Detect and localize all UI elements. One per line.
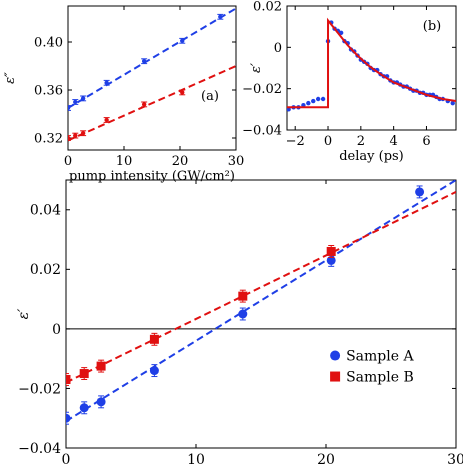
x-tick-label: 6 <box>422 134 430 149</box>
data-point <box>218 14 223 19</box>
data-point <box>73 133 78 138</box>
y-tick-label: 0.36 <box>34 84 63 99</box>
x-tick-label: −2 <box>286 134 305 149</box>
data-point <box>149 366 159 376</box>
data-point <box>338 30 344 36</box>
x-tick-label: 0 <box>324 134 332 149</box>
data-point <box>96 397 106 407</box>
y-tick-label: 0.40 <box>34 36 63 51</box>
data-point <box>68 135 71 141</box>
panel-label: (b) <box>423 19 441 34</box>
x-tick-label: 10 <box>116 154 133 169</box>
fit-line <box>66 191 456 384</box>
data-point <box>315 96 321 102</box>
y-tick-label: −0.04 <box>242 124 282 139</box>
y-tick-label: −0.02 <box>18 381 61 397</box>
data-point <box>80 96 86 101</box>
data-point <box>238 291 248 301</box>
legend-marker <box>330 371 341 382</box>
data-point <box>180 38 185 43</box>
x-tick-label: 30 <box>228 154 245 169</box>
data-point <box>68 105 71 111</box>
data-point <box>80 131 86 136</box>
x-axis-label: delay (ps) <box>339 149 404 164</box>
y-axis-label: ε′ <box>16 308 32 320</box>
data-point <box>66 413 71 423</box>
data-point <box>306 100 311 106</box>
legend-marker <box>330 350 341 361</box>
data-point <box>104 80 109 86</box>
data-point <box>326 246 336 256</box>
x-axis-label: pump intensity (GW/cm²) <box>69 169 235 184</box>
legend-label: Sample A <box>346 349 414 365</box>
x-tick-label: 0 <box>64 154 72 169</box>
data-point <box>311 98 316 104</box>
panel-label: (a) <box>201 89 219 104</box>
data-point <box>450 100 455 106</box>
fit-line <box>68 65 236 142</box>
data-point <box>79 403 89 413</box>
y-tick-label: 0.02 <box>253 0 282 15</box>
panel-b: −2 0 2 4 6 −0.04 −0.02 0 0.02 delay (ps) ε′ (b) <box>242 0 457 164</box>
x-tick-label: 2 <box>357 134 365 149</box>
plot-frame <box>286 5 457 131</box>
y-tick-label: −0.04 <box>18 441 61 457</box>
data-point <box>180 90 185 95</box>
plot-frame <box>67 5 237 151</box>
data-point <box>73 99 78 105</box>
y-tick-label: 0.04 <box>30 203 61 219</box>
y-tick-label: −0.02 <box>242 82 282 97</box>
legend-label: Sample B <box>346 370 414 386</box>
plot-area <box>66 180 456 425</box>
x-tick-label: 10 <box>187 452 205 465</box>
y-tick-label: 0.02 <box>30 262 61 278</box>
data-point <box>141 102 147 107</box>
plot-area <box>68 7 236 142</box>
y-tick-label: 0 <box>52 322 61 338</box>
x-tick-label: 0 <box>62 452 71 465</box>
x-tick-label: 20 <box>172 154 189 169</box>
data-point <box>415 187 425 197</box>
y-tick-label: 0 <box>274 41 282 56</box>
data-point <box>104 117 109 123</box>
data-point <box>66 375 71 385</box>
data-point <box>326 255 336 265</box>
y-axis-label: ε′ <box>249 63 264 73</box>
data-point <box>141 59 147 64</box>
model-curve <box>287 17 456 109</box>
data-point <box>238 309 248 319</box>
y-axis-label: ε″ <box>3 72 18 84</box>
x-tick-label: 4 <box>390 134 398 149</box>
plot-area <box>287 17 456 112</box>
data-point <box>96 361 106 371</box>
y-tick-label: 0.32 <box>34 132 63 147</box>
panel-a: 0 10 20 30 0.32 0.36 0.40 pump intensity (GW/cm… <box>3 5 245 184</box>
x-tick-label: 30 <box>447 452 463 465</box>
plot-frame <box>65 179 457 449</box>
data-point <box>149 334 159 344</box>
data-point <box>79 369 89 379</box>
data-point <box>320 96 326 102</box>
x-tick-label: 20 <box>317 452 335 465</box>
